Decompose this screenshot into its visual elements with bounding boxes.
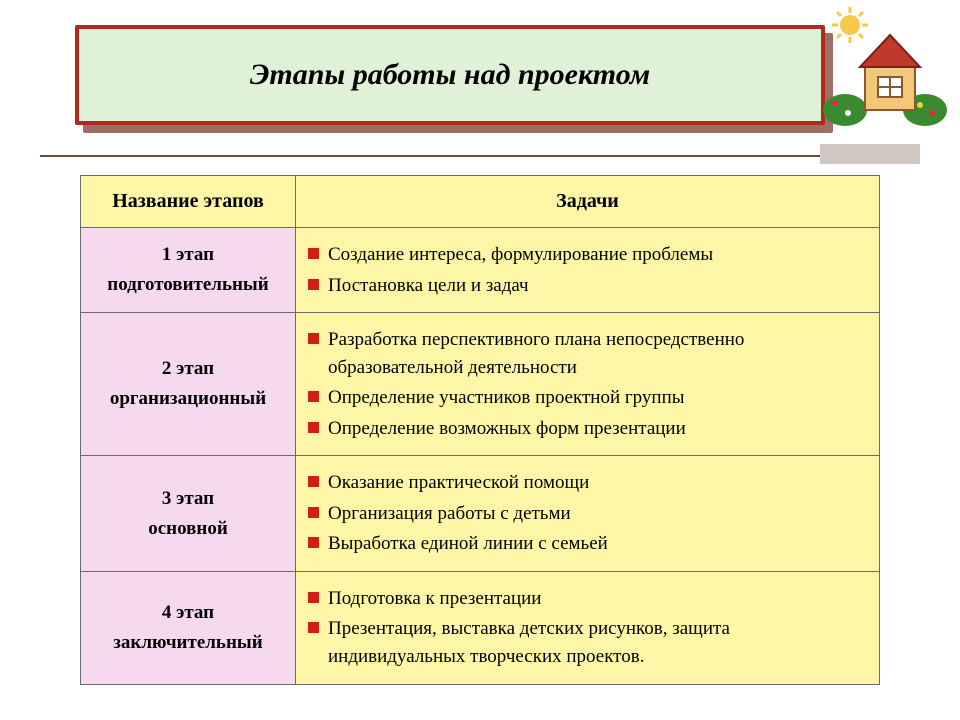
task-item: Разработка перспективного плана непосред… [308, 326, 867, 381]
page-title: Этапы работы над проектом [250, 58, 650, 92]
stage-number: 4 этап [93, 602, 283, 624]
stage-cell: 4 этап заключительный [81, 571, 296, 684]
stages-tbody: 1 этап подготовительный Создание интереса,… [81, 228, 880, 685]
table-row: 3 этап основной Оказание практической помо… [81, 456, 880, 572]
tasks-cell: Разработка перспективного плана непосред… [296, 313, 880, 456]
decorative-house-icon [820, 5, 950, 135]
title-banner: Этапы работы над проектом [75, 25, 825, 125]
tasks-cell: Оказание практической помощи Организация … [296, 456, 880, 572]
table-row: 1 этап подготовительный Создание интереса,… [81, 228, 880, 313]
col-header-stage: Название этапов [81, 176, 296, 228]
table-row: 2 этап организационный Разработка перспект… [81, 313, 880, 456]
stage-name: заключительный [93, 632, 283, 654]
task-item: Оказание практической помощи [308, 469, 867, 497]
task-item: Определение возможных форм презентации [308, 415, 867, 443]
stage-cell: 3 этап основной [81, 456, 296, 572]
task-item: Постановка цели и задач [308, 272, 867, 300]
task-item: Презентация, выставка детских рисунков, … [308, 615, 867, 670]
tasks-cell: Подготовка к презентацииПрезентация, выс… [296, 571, 880, 684]
task-item: Выработка единой линии с семьей [308, 530, 867, 558]
stage-name: подготовительный [93, 274, 283, 296]
table-row: 4 этап заключительный Подготовка к презент… [81, 571, 880, 684]
task-item: Подготовка к презентации [308, 585, 867, 613]
stage-number: 3 этап [93, 488, 283, 510]
stage-cell: 1 этап подготовительный [81, 228, 296, 313]
stage-number: 1 этап [93, 244, 283, 266]
stages-table: Название этапов Задачи 1 этап подготовите… [80, 175, 880, 685]
task-item: Определение участников проектной группы [308, 384, 867, 412]
accent-block [820, 144, 920, 164]
task-item: Создание интереса, формулирование пробле… [308, 241, 867, 269]
tasks-cell: Создание интереса, формулирование пробле… [296, 228, 880, 313]
stage-cell: 2 этап организационный [81, 313, 296, 456]
stage-name: организационный [93, 388, 283, 410]
col-header-tasks: Задачи [296, 176, 880, 228]
accent-line [40, 155, 820, 157]
task-item: Организация работы с детьми [308, 500, 867, 528]
stage-number: 2 этап [93, 358, 283, 380]
stage-name: основной [93, 518, 283, 540]
